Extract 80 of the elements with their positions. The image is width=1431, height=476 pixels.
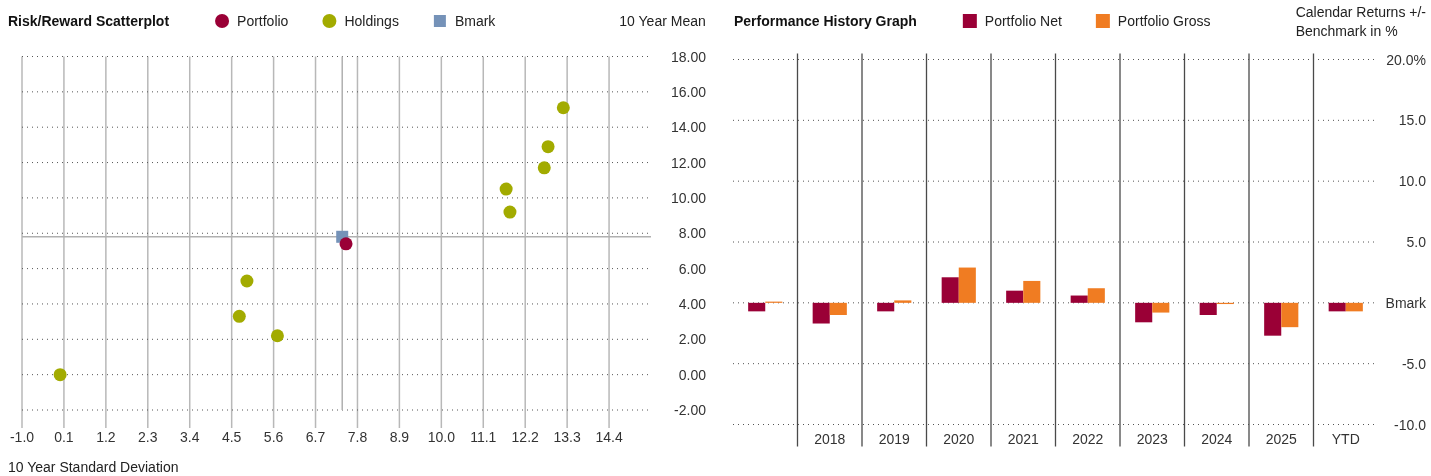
x-tick-label: 3.4 [180, 429, 200, 445]
bar [894, 300, 912, 303]
point [232, 309, 246, 323]
x-tick-label: 5.6 [263, 429, 284, 445]
y-tick-label: 2.00 [678, 331, 707, 348]
bar [812, 302, 830, 324]
x-tick-label: 4.5 [221, 429, 242, 445]
bar [1264, 302, 1282, 336]
y-tick-label: 14.00 [670, 119, 707, 136]
point [499, 182, 513, 196]
y-tick-label: 6.00 [678, 260, 707, 277]
x-tick-label: 14.4 [595, 429, 623, 445]
bar [829, 302, 847, 315]
bar [1135, 302, 1153, 323]
x-tick-label: 0.1 [54, 429, 74, 445]
point [339, 237, 353, 251]
x-tick-label: 2023 [1136, 431, 1169, 447]
legend-label: Portfolio Gross [1117, 13, 1211, 29]
point [240, 274, 254, 288]
y-tick-label: 0.00 [678, 366, 707, 383]
y-tick-label: -10.0 [1394, 416, 1427, 433]
x-tick-label: 2024 [1201, 431, 1233, 447]
x-tick-label: 2021 [1007, 431, 1040, 447]
y-tick-label: 10.0 [1398, 173, 1427, 190]
legend-label: Bmark [454, 13, 497, 29]
x-tick-label: 2020 [943, 431, 975, 447]
legend-label: Portfolio [237, 13, 289, 29]
bar [877, 302, 895, 312]
x-tick-label: 2025 [1265, 431, 1298, 447]
legend-label: Portfolio Net [984, 13, 1062, 29]
x-tick-label: 7.8 [347, 429, 368, 445]
y-tick-label: 5.0 [1406, 234, 1427, 250]
x-tick-label: 12.2 [511, 429, 540, 445]
x-tick-label: 10.0 [427, 429, 456, 445]
y-tick-label: 8.00 [678, 225, 707, 242]
legend-label: Holdings [344, 13, 399, 29]
y-axis-title: Calendar Returns +/- Benchmark in % [1295, 4, 1427, 39]
x-tick-label: 2019 [878, 431, 911, 447]
chart-title: Performance History Graph [734, 13, 917, 29]
y-tick-label: -2.00 [674, 402, 707, 418]
bar [1023, 280, 1041, 303]
x-tick-label: 1.2 [96, 429, 116, 445]
y-tick-label: 15.0 [1398, 112, 1427, 129]
x-tick-label: -1.0 [9, 429, 35, 445]
y-tick-label: 10.00 [670, 189, 707, 206]
bar [1006, 290, 1024, 303]
bar [1281, 302, 1299, 328]
x-tick-label: 13.3 [553, 429, 581, 445]
x-tick-label: 11.1 [470, 429, 497, 445]
x-tick-label: 2.3 [138, 429, 158, 445]
y-axis-title: 10 Year Mean [619, 13, 706, 29]
y-tick-label: 16.00 [670, 83, 707, 100]
x-tick-label: YTD [1331, 431, 1360, 447]
point [53, 368, 67, 382]
point [541, 140, 555, 154]
y-tick-label: -5.0 [1401, 355, 1427, 372]
bar [958, 267, 976, 303]
chart-title: Risk/Reward Scatterplot [8, 13, 170, 29]
bar [1199, 302, 1217, 315]
bar [1087, 288, 1105, 303]
bar [1345, 302, 1363, 312]
y-tick-label: 4.00 [678, 295, 707, 312]
bar [1152, 302, 1170, 313]
y-tick-label: Bmark [1385, 294, 1427, 311]
bar [748, 302, 766, 312]
y-tick-label: 12.00 [670, 154, 707, 171]
x-tick-label: 8.9 [389, 429, 410, 445]
x-tick-label: 6.7 [305, 429, 326, 445]
point [270, 329, 284, 343]
y-tick-label: 18.00 [670, 48, 707, 65]
x-tick-label: 2018 [814, 431, 846, 447]
bar [1070, 295, 1088, 303]
bar [941, 277, 959, 303]
bar [1328, 302, 1346, 312]
point [537, 161, 551, 175]
point [503, 205, 517, 219]
x-tick-label: 2022 [1072, 431, 1104, 447]
point [556, 101, 570, 115]
x-axis-title: 10 Year Standard Deviation [8, 459, 179, 475]
y-tick-label: 20.0% [1386, 51, 1426, 68]
